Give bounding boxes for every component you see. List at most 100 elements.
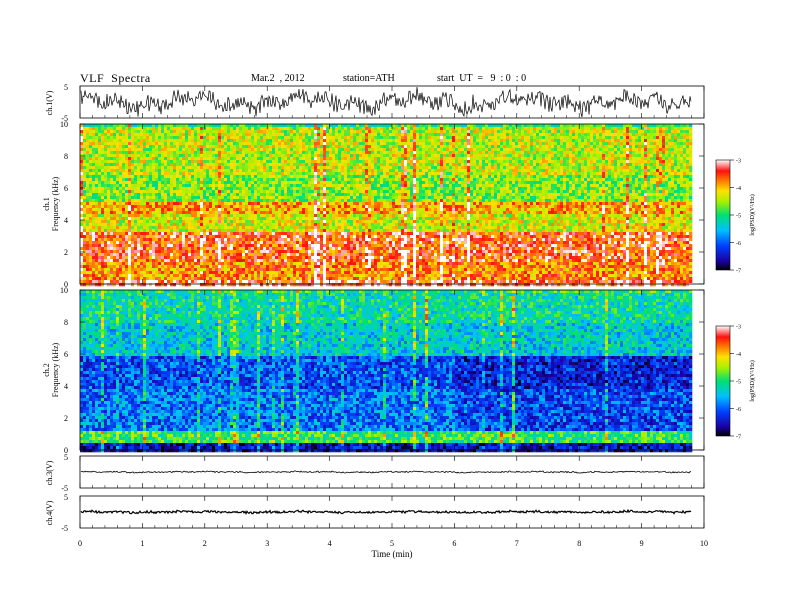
ch1-spec-cell (326, 211, 330, 215)
ch1-spec-cell (83, 145, 87, 149)
ch1-spec-cell (251, 139, 255, 143)
ch1-spec-cell (266, 148, 270, 152)
ch1-spec-cell (341, 142, 345, 146)
ch1-spec-cell (92, 235, 96, 239)
ch1-spec-cell (281, 229, 285, 233)
ch1-spec-cell (173, 151, 177, 155)
ch1-spec-cell (353, 274, 357, 278)
ch1-spec-cell (293, 193, 297, 197)
ch1-spec-cell (200, 253, 204, 257)
ch1-spec-cell (293, 196, 297, 200)
ch1-spec-cell (344, 193, 348, 197)
ch1-spec-cell (335, 190, 339, 194)
ch1-spec-cell (221, 277, 225, 281)
ch1-spec-cell (281, 136, 285, 140)
ch1-spec-cell (128, 184, 132, 188)
ch1-spec-cell (137, 190, 141, 194)
ch1-spec-cell (320, 280, 324, 284)
ch1-spec-cell (221, 214, 225, 218)
ch1-spec-cell (293, 217, 297, 221)
ch1-spec-cell (179, 229, 183, 233)
ch1-spec-cell (179, 169, 183, 173)
ch1-spec-cell (152, 283, 156, 287)
ch1-spec-cell (332, 148, 336, 152)
ch1-spec-cell (95, 157, 99, 161)
ch1-spec-cell (86, 193, 90, 197)
ch1-spec-cell (281, 151, 285, 155)
ch1-spec-cell (158, 238, 162, 242)
ch1-spec-cell (251, 259, 255, 263)
ch1-spec-cell (254, 169, 258, 173)
ch1-spec-cell (128, 133, 132, 137)
ch1-spec-cell (110, 214, 114, 218)
ch1-spec-cell (287, 190, 291, 194)
ch1-spec-cell (167, 139, 171, 143)
ch1-spec-cell (83, 262, 87, 266)
ch1-spec-cell (227, 193, 231, 197)
ch1-spec-cell (257, 184, 261, 188)
ch1-spec-cell (167, 262, 171, 266)
ch1-spec-cell (236, 178, 240, 182)
ch1-spec-cell (260, 154, 264, 158)
ch1-spec-cell (236, 214, 240, 218)
ch1-spec-cell (215, 208, 219, 212)
ch1-spec-cell (176, 175, 180, 179)
ch1-spec-cell (131, 226, 135, 230)
ch1-spec-cell (251, 214, 255, 218)
ch1-spec-cell (224, 202, 228, 206)
ch1-spec-cell (320, 229, 324, 233)
ch1-spec-cell (311, 226, 315, 230)
ch1-spec-cell (104, 265, 108, 269)
ch1-spec-cell (257, 196, 261, 200)
ch1-spec-cell (344, 157, 348, 161)
ch1-spec-cell (182, 268, 186, 272)
ch1-spec-cell (296, 217, 300, 221)
ch1-spec-cell (203, 214, 207, 218)
ch1-spec-cell (113, 133, 117, 137)
ch1-spec-cell (224, 247, 228, 251)
ch1-spec-cell (299, 238, 303, 242)
ch1-spec-cell (260, 211, 264, 215)
ch1-spec-cell (242, 280, 246, 284)
ch1-spec-cell (179, 133, 183, 137)
ch1-spec-cell (335, 280, 339, 284)
ch1-spec-cell (101, 265, 105, 269)
ch1-spec-cell (131, 169, 135, 173)
ch1-spec-cell (185, 163, 189, 167)
ch1-spec-cell (80, 139, 84, 143)
ch1-spec-cell (236, 193, 240, 197)
ch1-spec-cell (272, 268, 276, 272)
ch1-spec-cell (134, 220, 138, 224)
ch1-spec-cell (173, 172, 177, 176)
ch1-spec-cell (134, 160, 138, 164)
ch1-spec-cell (260, 184, 264, 188)
ch1-spec-cell (155, 238, 159, 242)
ch1-spec-cell (320, 127, 324, 131)
ch1-spec-cell (242, 133, 246, 137)
ch1-spec-cell (335, 250, 339, 254)
ch1-spec-cell (263, 187, 267, 191)
ch1-spec-cell (86, 127, 90, 131)
ch1-spec-cell (194, 238, 198, 242)
ch1-spec-cell (260, 214, 264, 218)
ch1-spec-cell (311, 271, 315, 275)
ch1-spec-cell (254, 139, 258, 143)
ch1-spec-cell (278, 130, 282, 134)
ch1-spec-cell (179, 238, 183, 242)
ch1-spec-cell (203, 271, 207, 275)
ch1-spec-cell (350, 199, 354, 203)
ch1-spec-cell (122, 184, 126, 188)
ch1-spec-cell (248, 136, 252, 140)
ch1-spec-cell (341, 208, 345, 212)
ch1-spec-cell (272, 208, 276, 212)
ch1-spec-cell (188, 232, 192, 236)
ch1-spec-cell (338, 199, 342, 203)
ch1-spec-cell (92, 181, 96, 185)
ch1-spec-cell (284, 136, 288, 140)
ch1-spec-cell (197, 283, 201, 287)
ch1-spec-cell (305, 193, 309, 197)
ch1-spec-cell (275, 235, 279, 239)
ch1-spec-cell (125, 226, 129, 230)
ch1-spec-cell (350, 184, 354, 188)
ch1-spec-cell (194, 241, 198, 245)
